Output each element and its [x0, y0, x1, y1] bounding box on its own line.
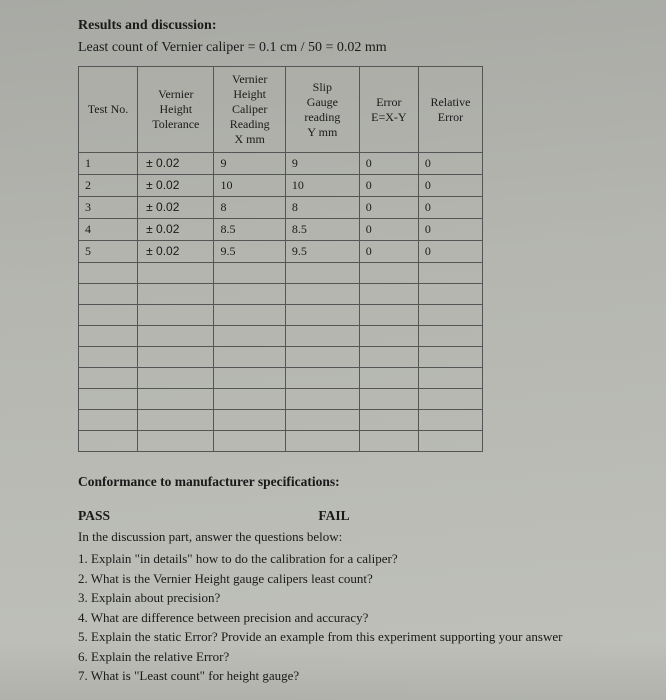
cell-y: 9.5: [285, 241, 359, 263]
cell-y: 10: [285, 175, 359, 197]
fail-label: FAIL: [318, 508, 349, 524]
table-row: [79, 284, 483, 305]
cell-error: 0: [359, 241, 418, 263]
table-row: [79, 410, 483, 431]
question-item: 2. What is the Vernier Height gauge cali…: [78, 570, 596, 588]
table-row: [79, 326, 483, 347]
pass-label: PASS: [78, 508, 110, 524]
th-tolerance: VernierHeightTolerance: [138, 67, 214, 153]
cell-error: 0: [359, 219, 418, 241]
conformance-heading: Conformance to manufacturer specificatio…: [78, 474, 596, 490]
table-row: [79, 389, 483, 410]
cell-tolerance: ± 0.02: [138, 153, 214, 175]
th-error: ErrorE=X-Y: [359, 67, 418, 153]
table-row: 1± 0.029900: [79, 153, 483, 175]
pass-fail-row: PASS FAIL: [78, 508, 596, 524]
results-table: Test No. VernierHeightTolerance VernierH…: [78, 66, 483, 452]
th-x-reading: VernierHeightCaliperReadingX mm: [214, 67, 285, 153]
cell-x: 8.5: [214, 219, 285, 241]
cell-x: 10: [214, 175, 285, 197]
cell-tolerance: ± 0.02: [138, 175, 214, 197]
question-item: 4. What are difference between precision…: [78, 609, 596, 627]
cell-rel-error: 0: [418, 153, 482, 175]
cell-test: 3: [79, 197, 138, 219]
cell-x: 9: [214, 153, 285, 175]
th-y-reading: SlipGaugereadingY mm: [285, 67, 359, 153]
question-item: 1. Explain "in details" how to do the ca…: [78, 550, 596, 568]
cell-rel-error: 0: [418, 197, 482, 219]
question-item: 5. Explain the static Error? Provide an …: [78, 628, 596, 646]
least-count-line: Least count of Vernier caliper = 0.1 cm …: [78, 40, 596, 56]
cell-test: 4: [79, 219, 138, 241]
cell-test: 1: [79, 153, 138, 175]
table-row: 5± 0.029.59.500: [79, 241, 483, 263]
table-row: [79, 263, 483, 284]
cell-y: 9: [285, 153, 359, 175]
th-rel-error: RelativeError: [418, 67, 482, 153]
cell-rel-error: 0: [418, 219, 482, 241]
cell-x: 8: [214, 197, 285, 219]
cell-error: 0: [359, 153, 418, 175]
cell-rel-error: 0: [418, 175, 482, 197]
question-item: 6. Explain the relative Error?: [78, 648, 596, 666]
cell-tolerance: ± 0.02: [138, 241, 214, 263]
cell-error: 0: [359, 175, 418, 197]
cell-test: 5: [79, 241, 138, 263]
cell-tolerance: ± 0.02: [138, 197, 214, 219]
table-row: [79, 368, 483, 389]
questions-list: 1. Explain "in details" how to do the ca…: [78, 550, 596, 685]
cell-tolerance: ± 0.02: [138, 219, 214, 241]
cell-test: 2: [79, 175, 138, 197]
table-row: 4± 0.028.58.500: [79, 219, 483, 241]
discussion-intro: In the discussion part, answer the quest…: [78, 529, 596, 545]
table-row: [79, 431, 483, 452]
section-heading: Results and discussion:: [78, 18, 596, 34]
cell-rel-error: 0: [418, 241, 482, 263]
question-item: 7. What is "Least count" for height gaug…: [78, 667, 596, 685]
cell-x: 9.5: [214, 241, 285, 263]
table-body: 1± 0.0299002± 0.021010003± 0.0288004± 0.…: [79, 153, 483, 452]
table-row: [79, 305, 483, 326]
cell-y: 8.5: [285, 219, 359, 241]
question-item: 3. Explain about precision?: [78, 589, 596, 607]
th-test-no: Test No.: [79, 67, 138, 153]
table-row: 2± 0.02101000: [79, 175, 483, 197]
table-row: 3± 0.028800: [79, 197, 483, 219]
cell-y: 8: [285, 197, 359, 219]
table-row: [79, 347, 483, 368]
cell-error: 0: [359, 197, 418, 219]
